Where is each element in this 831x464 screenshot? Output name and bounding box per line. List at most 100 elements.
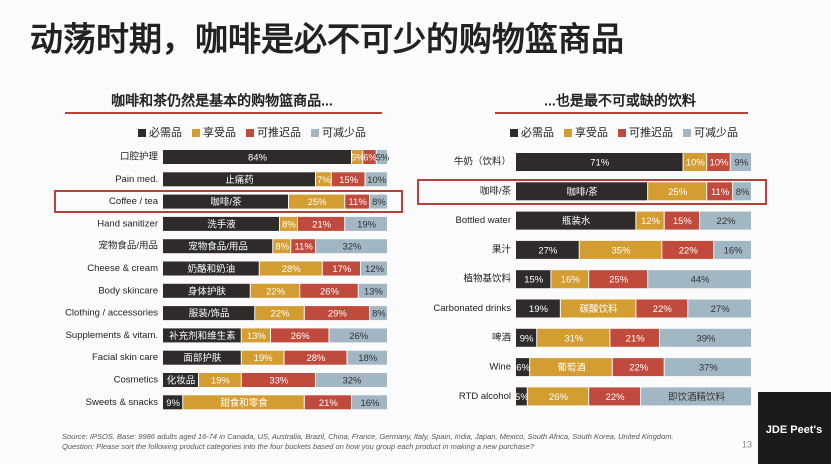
bar-segment: [648, 270, 751, 289]
bar-segment: [363, 150, 376, 164]
legend-label: 可推迟品: [629, 125, 673, 139]
category-label: RTD alcohol: [459, 391, 511, 402]
category-label: 啤酒: [492, 331, 512, 343]
value-label: 碳酸饮料: [580, 303, 619, 315]
value-label: 19%: [357, 219, 377, 230]
category-label: Supplements & vitam.: [66, 330, 158, 341]
bar-segment: [648, 182, 707, 201]
bar-segment: [730, 153, 751, 171]
value-label: 35%: [612, 245, 632, 256]
bar-segment: [560, 299, 636, 318]
bar-segment: [199, 373, 241, 387]
value-label: 19%: [254, 353, 274, 364]
category-label: Cheese & cream: [87, 263, 158, 274]
bar-segment: [163, 328, 241, 343]
bar-segment: [700, 211, 751, 230]
bar-segment: [662, 240, 714, 259]
bar-segment: [163, 283, 250, 298]
bar-segment: [370, 194, 387, 209]
bar-segment: [329, 328, 387, 343]
bar-segment: [361, 261, 387, 276]
bar-segment: [370, 306, 387, 321]
value-label: 18%: [358, 353, 378, 364]
value-label: 27%: [538, 245, 558, 256]
bar-segment: [516, 240, 579, 259]
value-label: 身体护肤: [188, 285, 227, 297]
value-label: 32%: [342, 376, 362, 387]
bar-segment: [579, 240, 662, 259]
value-label: 6%: [363, 153, 377, 164]
bar-segment: [163, 261, 259, 276]
bar-segment: [250, 283, 300, 298]
legend-swatch: [138, 129, 146, 137]
legend-swatch: [192, 129, 200, 137]
value-label: 10%: [686, 158, 706, 169]
value-label: 8%: [372, 309, 386, 320]
value-label: 8%: [275, 242, 289, 253]
bar-segment: [636, 211, 664, 230]
value-label: 44%: [691, 275, 711, 286]
category-label: Facial skin care: [92, 352, 158, 363]
bar-segment: [589, 387, 641, 406]
bar-segment: [347, 350, 387, 365]
logo-box: [758, 392, 831, 464]
value-label: 19%: [211, 376, 231, 387]
bar-segment: [516, 328, 537, 347]
source-note: Source: IPSOS. Base: 9986 adults aged 16…: [62, 432, 674, 441]
value-label: 22%: [270, 309, 290, 320]
bar-segment: [271, 328, 329, 343]
bar-segment: [284, 350, 347, 365]
value-label: 13%: [247, 331, 267, 342]
legend-label: 必需品: [149, 126, 182, 139]
bar-segment: [516, 299, 560, 318]
bar-segment: [683, 153, 707, 171]
value-label: 止痛药: [225, 174, 254, 186]
value-label: 37%: [699, 363, 719, 374]
value-label: 21%: [626, 333, 646, 344]
bar-segment: [707, 182, 733, 201]
bar-segment: [280, 216, 297, 231]
category-label: Carbonated drinks: [433, 303, 511, 314]
bar-segment: [304, 306, 369, 321]
bar-segment: [163, 395, 183, 410]
value-label: 21%: [319, 398, 339, 409]
legend-label: 享受品: [203, 125, 236, 139]
bar-segment: [163, 373, 198, 387]
bar-segment: [322, 261, 360, 276]
value-label: 洗手液: [207, 218, 236, 230]
bar-segment: [163, 350, 241, 365]
value-label: 6%: [516, 363, 530, 374]
category-label: 口腔护理: [120, 151, 159, 163]
bar-segment: [707, 153, 730, 171]
bar-segment: [714, 240, 751, 259]
value-label: 71%: [590, 158, 610, 169]
bar-segment: [352, 150, 363, 164]
bar-segment: [636, 299, 688, 318]
bar-segment: [331, 172, 365, 187]
value-label: 22%: [266, 286, 286, 297]
value-label: 22%: [679, 245, 699, 256]
value-label: 22%: [629, 363, 649, 374]
category-label: Hand sanitizer: [97, 218, 158, 229]
value-label: 甜食和零食: [220, 397, 268, 409]
legend-label: 可减少品: [694, 126, 738, 139]
value-label: 宠物食品/用品: [188, 241, 248, 253]
category-label: Coffee / tea: [109, 196, 159, 207]
value-label: 8%: [736, 187, 750, 198]
value-label: 补充剂和维生素: [169, 330, 236, 342]
value-label: 28%: [282, 264, 302, 275]
bar-segment: [183, 395, 304, 410]
value-label: 31%: [564, 333, 584, 344]
legend-label: 可推迟品: [257, 125, 301, 139]
value-label: 26%: [291, 331, 311, 342]
legend-swatch: [510, 129, 518, 137]
value-label: 25%: [609, 275, 629, 286]
value-label: 奶酪和奶油: [188, 263, 236, 275]
bar-segment: [376, 150, 387, 164]
bar-segment: [300, 283, 358, 298]
bar-segment: [530, 358, 612, 377]
bar-segment: [612, 358, 664, 377]
value-label: 16%: [360, 398, 380, 409]
